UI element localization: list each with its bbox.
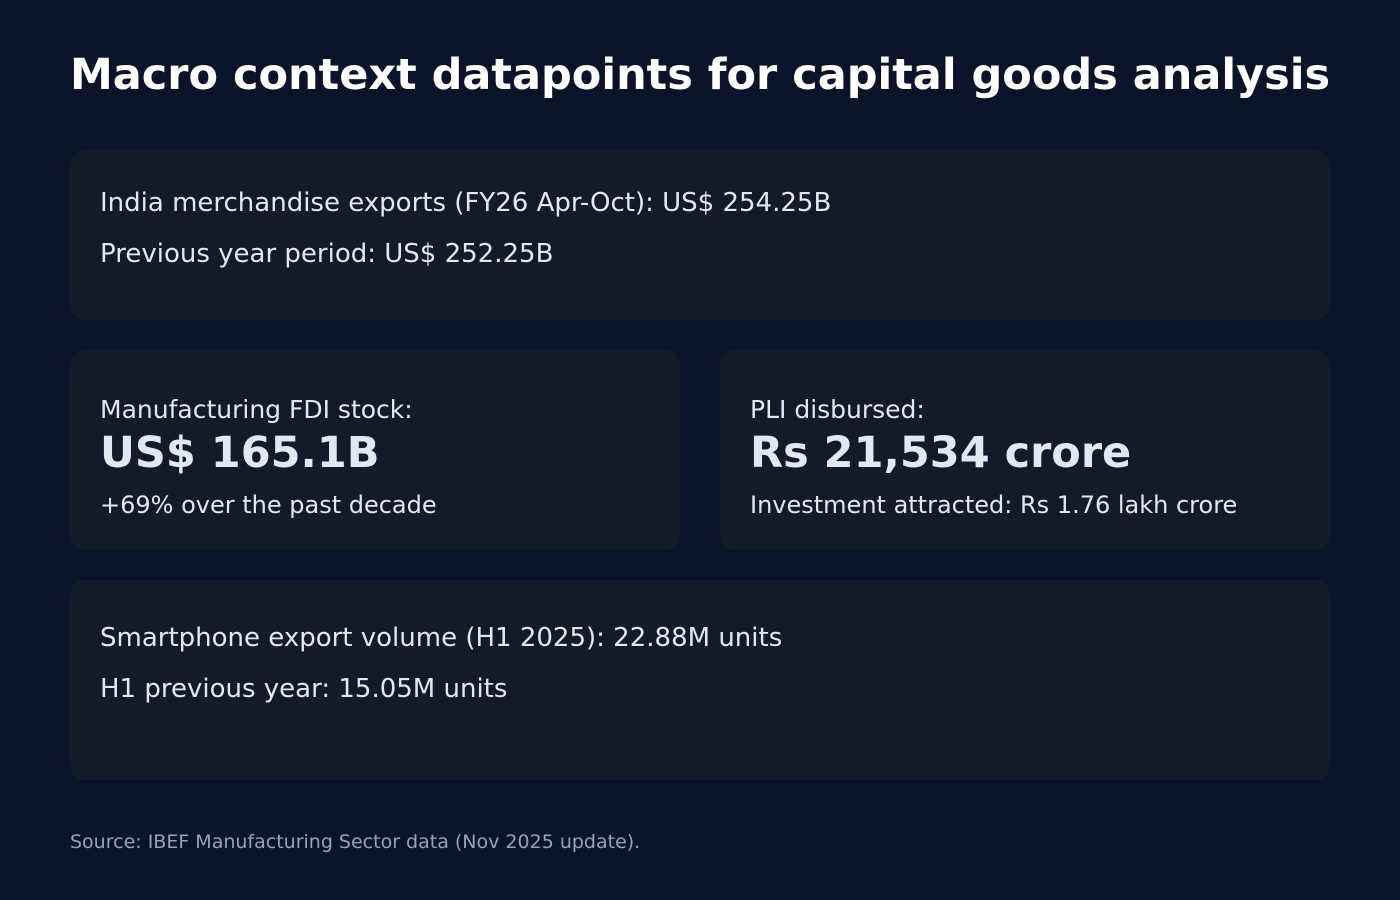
source-note: Source: IBEF Manufacturing Sector data (… <box>70 831 641 853</box>
fdi-value: US$ 165.1B <box>100 428 380 478</box>
exports-line: India merchandise exports (FY26 Apr-Oct)… <box>100 188 832 218</box>
exports-card: India merchandise exports (FY26 Apr-Oct)… <box>70 150 1330 320</box>
pli-value: Rs 21,534 crore <box>750 428 1132 478</box>
smartphone-line: Smartphone export volume (H1 2025): 22.8… <box>100 623 783 653</box>
pli-label: PLI disbursed: <box>750 395 925 424</box>
exports-previous-line: Previous year period: US$ 252.25B <box>100 239 554 269</box>
smartphone-card: Smartphone export volume (H1 2025): 22.8… <box>70 580 1330 780</box>
fdi-label: Manufacturing FDI stock: <box>100 395 413 424</box>
fdi-card: Manufacturing FDI stock: US$ 165.1B +69%… <box>70 350 680 550</box>
smartphone-previous-line: H1 previous year: 15.05M units <box>100 674 508 704</box>
page-title: Macro context datapoints for capital goo… <box>70 50 1331 100</box>
fdi-note: +69% over the past decade <box>100 491 437 519</box>
pli-card: PLI disbursed: Rs 21,534 crore Investmen… <box>720 350 1330 550</box>
pli-note: Investment attracted: Rs 1.76 lakh crore <box>750 491 1238 519</box>
